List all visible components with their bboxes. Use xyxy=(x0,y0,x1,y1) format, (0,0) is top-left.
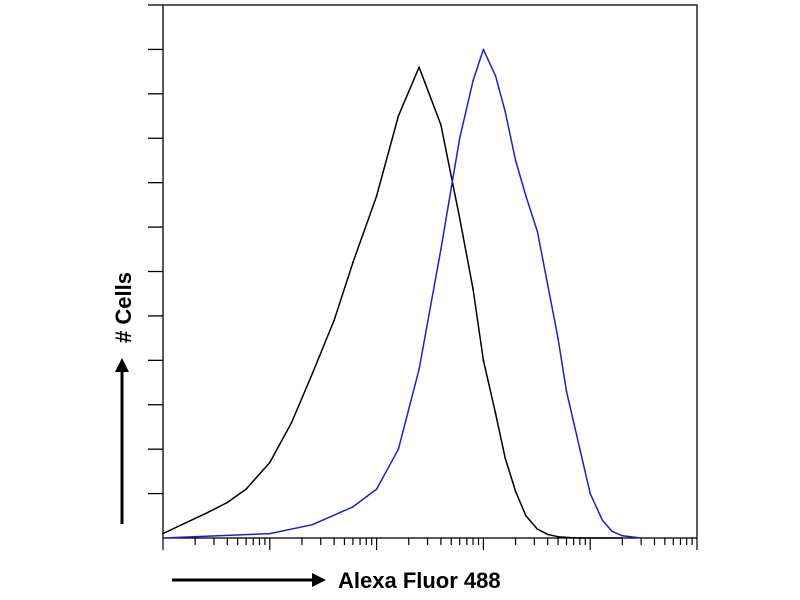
series-0-point xyxy=(536,528,539,530)
x-axis-title-group: Alexa Fluor 488 xyxy=(172,568,501,593)
series-0-point xyxy=(333,319,335,322)
series-0-point xyxy=(181,523,183,526)
series-0-point xyxy=(525,515,527,517)
x-axis-title: Alexa Fluor 488 xyxy=(338,568,501,593)
series-1-point xyxy=(557,337,559,339)
series-0-line xyxy=(162,66,623,539)
series-0-point xyxy=(269,461,271,464)
series-0-point xyxy=(375,195,378,197)
x-axis-arrowhead xyxy=(312,573,326,587)
y-axis-title: # Cells xyxy=(111,272,136,343)
series-1-point xyxy=(504,110,507,113)
series-0-point xyxy=(397,115,400,117)
y-axis-ticks xyxy=(148,4,163,495)
series-0-point xyxy=(204,512,207,515)
series-1-point xyxy=(536,230,539,233)
series-1-point xyxy=(494,75,497,77)
series-1-point xyxy=(640,537,642,539)
series-0-point xyxy=(546,533,549,536)
series-1-point xyxy=(621,535,624,537)
series-1-point xyxy=(397,448,400,451)
series-0-point xyxy=(504,457,507,459)
series-1-point xyxy=(601,519,604,521)
series-0-point xyxy=(458,217,461,219)
series-0-point xyxy=(352,261,354,264)
series-0-point xyxy=(579,537,581,539)
series-1-point xyxy=(162,537,164,539)
series-0-point xyxy=(245,488,247,490)
series-1-point xyxy=(611,530,613,533)
series-0-point xyxy=(311,372,314,375)
y-axis-arrowhead xyxy=(115,358,129,372)
series-1-point xyxy=(375,488,378,490)
series-1-point xyxy=(546,284,549,286)
series-0-point xyxy=(569,536,571,539)
series-0-point xyxy=(226,501,229,504)
series-0-point xyxy=(482,359,485,362)
series-1-point xyxy=(440,248,442,251)
series-1-point xyxy=(565,390,568,393)
series-0-point xyxy=(162,532,164,535)
series-0-point xyxy=(290,421,293,424)
x-axis-ticks xyxy=(162,538,698,550)
series-1-point xyxy=(482,48,485,51)
series-0-point xyxy=(514,490,517,493)
plot-frame-border xyxy=(162,4,698,539)
series-0-point xyxy=(494,412,497,415)
series-0-point xyxy=(472,288,474,291)
series-1-point xyxy=(311,523,314,526)
series-0-point xyxy=(440,124,442,126)
series-1-point xyxy=(472,79,474,82)
series-1-line xyxy=(162,48,642,539)
series-1-point xyxy=(589,492,591,495)
series-1-point xyxy=(418,368,420,371)
plot-frame xyxy=(162,4,698,539)
series-1-point xyxy=(352,506,354,508)
series-1-point xyxy=(525,195,527,197)
series-1-point xyxy=(579,448,581,451)
y-axis-title-group: # Cells xyxy=(111,272,136,524)
series-0-point xyxy=(418,66,420,68)
series-0-point xyxy=(621,537,624,539)
series-1-point xyxy=(458,137,461,140)
series-1-point xyxy=(514,159,517,162)
series-0-point xyxy=(589,537,591,539)
series-0-point xyxy=(557,535,559,538)
series-layer xyxy=(162,48,642,539)
series-1-point xyxy=(269,532,271,535)
